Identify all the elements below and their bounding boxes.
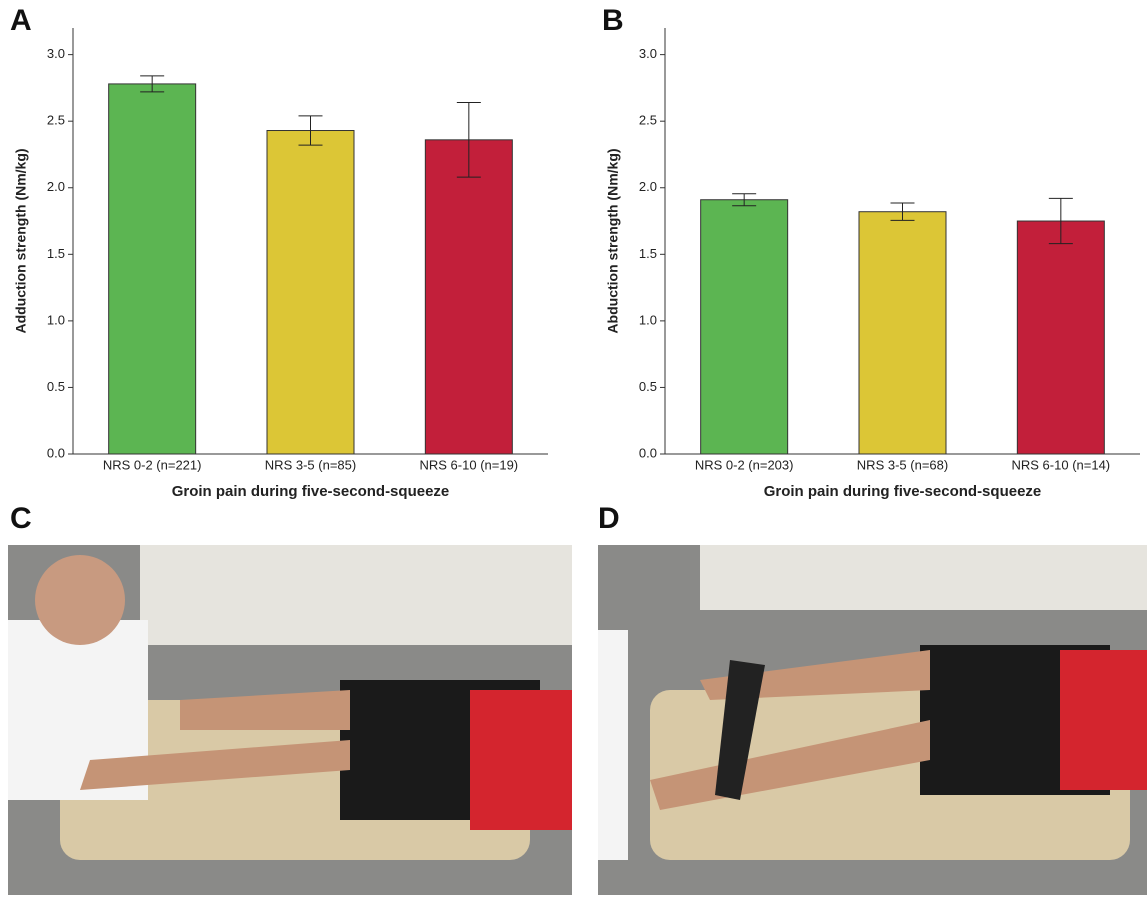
y-tick-label: 2.5 [47,113,65,128]
bar [108,83,197,455]
panel-label: C [10,502,32,535]
y-tick-label: 3.0 [639,46,657,61]
panel-label: A [10,4,32,37]
y-axis-label: Adduction strength (Nm/kg) [13,148,29,333]
y-tick-label: 1.0 [47,312,65,327]
strap [715,660,765,800]
panel-label: B [602,4,624,37]
x-tick-label: NRS 3-5 (n=85) [265,457,356,472]
y-tick-label: 0.0 [47,445,65,460]
bar [266,130,355,455]
y-tick-label: 1.5 [47,246,65,261]
y-tick-label: 0.5 [47,379,65,394]
x-tick-label: NRS 0-2 (n=203) [695,457,794,472]
x-tick-label: NRS 3-5 (n=68) [857,457,948,472]
y-tick-label: 3.0 [47,46,65,61]
y-axis-label: Abduction strength (Nm/kg) [605,148,621,333]
y-tick-label: 2.0 [47,179,65,194]
bar [858,211,947,455]
clinician [598,630,628,860]
cabinet [140,545,572,645]
x-axis-label: Groin pain during five-second-squeeze [764,483,1042,500]
bar [700,199,789,455]
y-tick-label: 0.0 [639,445,657,460]
x-tick-label: NRS 6-10 (n=14) [1012,457,1111,472]
leg [180,690,350,730]
x-tick-label: NRS 0-2 (n=221) [103,457,202,472]
y-tick-label: 0.5 [639,379,657,394]
photo-c [8,545,572,895]
leg [80,740,350,790]
y-tick-label: 2.5 [639,113,657,128]
x-axis-label: Groin pain during five-second-squeeze [172,483,450,500]
shirt [1060,650,1147,790]
photo-d [598,545,1147,895]
y-tick-label: 1.0 [639,312,657,327]
y-tick-label: 2.0 [639,179,657,194]
panel-label: D [598,502,620,535]
y-tick-label: 1.5 [639,246,657,261]
bar [1016,220,1105,455]
head [35,555,125,645]
cabinet [700,545,1147,610]
shirt [470,690,572,830]
x-tick-label: NRS 6-10 (n=19) [420,457,519,472]
bar [424,139,513,455]
